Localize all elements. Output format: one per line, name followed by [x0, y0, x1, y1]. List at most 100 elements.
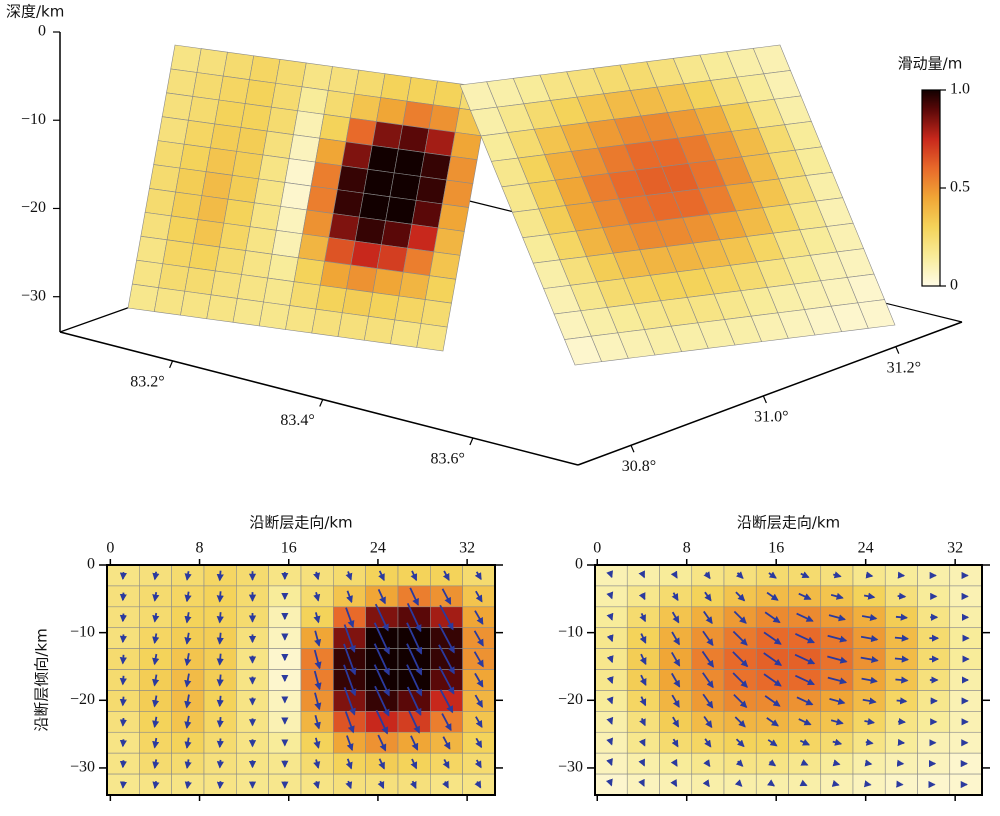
- slip-cell-3d: [319, 261, 352, 290]
- slip-arrow: [895, 613, 908, 621]
- slip-arrow: [829, 697, 846, 705]
- slip-cell-3d: [380, 73, 412, 102]
- slip-arrow: [799, 738, 811, 746]
- slip-arrow: [764, 695, 781, 707]
- slip-arrow: [410, 570, 418, 582]
- slip-cell-3d: [389, 172, 421, 201]
- slip-arrow: [732, 672, 748, 688]
- slip-arrow: [606, 655, 614, 664]
- colorbar-title: 滑动量/m: [898, 55, 963, 73]
- slip-arrow: [702, 693, 714, 709]
- slip-arrow: [152, 674, 160, 687]
- slip-arrow: [152, 737, 160, 749]
- slip-arrow: [671, 652, 681, 667]
- slip-arrow: [860, 635, 879, 643]
- slip-arrow: [861, 676, 878, 684]
- slip-arrow: [863, 592, 876, 600]
- slip-cell-3d: [210, 123, 242, 152]
- y-tick-label: −30: [70, 759, 95, 776]
- slip-arrow: [442, 736, 451, 750]
- slip-cell-3d: [240, 103, 272, 132]
- slip-arrow: [733, 694, 748, 709]
- slip-cell-3d: [346, 264, 378, 293]
- slip-arrow: [474, 759, 482, 769]
- slip-arrow: [374, 685, 390, 717]
- slip-cell-3d: [310, 161, 343, 190]
- slip-arrow: [314, 692, 322, 711]
- slip-arrow: [377, 734, 387, 752]
- slip-arrow: [152, 612, 160, 623]
- slip-cell-3d: [192, 219, 225, 248]
- slip-arrow: [343, 687, 356, 716]
- slip-arrow: [862, 697, 877, 705]
- slip-arrow: [406, 603, 422, 633]
- slip-cell-3d: [354, 69, 386, 98]
- slip-arrow: [671, 694, 680, 708]
- slip-arrow: [702, 630, 714, 647]
- slip-arrow: [313, 737, 321, 749]
- slip-cell-3d: [127, 283, 159, 312]
- slip-arrow: [832, 738, 843, 746]
- x-tick: [169, 360, 174, 369]
- slip-cell-3d: [280, 182, 312, 211]
- slip-cell-3d: [407, 223, 439, 253]
- slip-cell-3d: [210, 270, 242, 299]
- slip-arrow: [343, 643, 357, 676]
- slip-cell-3d: [218, 75, 250, 104]
- slip-arrow: [152, 633, 160, 645]
- slip-arrow: [378, 758, 385, 770]
- y-axis: [577, 321, 963, 466]
- y-tick-label: −20: [70, 691, 95, 708]
- x-tick-label: 83.2°: [130, 374, 164, 391]
- slip-arrow: [704, 591, 712, 602]
- slip-arrow: [735, 571, 744, 579]
- slip-arrow: [410, 758, 418, 770]
- slip-arrow: [606, 612, 614, 621]
- slip-cell-3d: [345, 117, 377, 146]
- slip-cell-3d: [219, 222, 251, 251]
- slip-cell-3d: [267, 253, 299, 283]
- slip-cell-3d: [359, 192, 391, 222]
- slip-arrow: [605, 778, 613, 787]
- slip-cell-3d: [262, 130, 294, 159]
- colorbar-tick-label: 0: [950, 277, 958, 294]
- slip-cell-3d: [450, 131, 482, 161]
- y-tick-label: −20: [558, 691, 583, 708]
- slip-arrow: [438, 644, 455, 675]
- slip-arrow: [313, 781, 320, 789]
- slip-arrow: [606, 591, 614, 600]
- slip-arrow: [768, 571, 777, 579]
- slip-cell-3d: [175, 167, 207, 196]
- slip-cell-3d: [197, 195, 229, 224]
- y-tick-label: 0: [87, 556, 95, 573]
- slip-arrow: [606, 737, 614, 746]
- x-tick-label: 24: [370, 540, 386, 557]
- slip-arrow: [703, 610, 713, 625]
- slip-cell-3d: [402, 247, 435, 277]
- slip-arrow: [119, 675, 127, 686]
- x-axis: [59, 331, 579, 466]
- slip-cell-3d: [429, 251, 461, 280]
- slip-arrow: [798, 718, 812, 726]
- slip-arrow: [184, 737, 192, 749]
- slip-cell-3d: [289, 281, 321, 310]
- slip-arrow: [735, 759, 744, 767]
- slip-arrow: [439, 604, 454, 631]
- slip-arrow: [184, 715, 192, 729]
- slip-arrow: [184, 759, 192, 770]
- slip-arrow: [152, 759, 160, 770]
- y-tick: [630, 445, 635, 453]
- slip-cell-3d: [170, 191, 203, 220]
- slip-arrow: [216, 674, 224, 687]
- slip-arrow: [442, 759, 450, 769]
- slip-arrow: [734, 716, 746, 728]
- slip-arrow: [701, 650, 714, 668]
- slip-cell-3d: [446, 155, 478, 184]
- slip-arrow: [438, 623, 455, 654]
- slip-arrow: [184, 612, 192, 624]
- slip-arrow: [865, 571, 874, 579]
- slip-arrow: [184, 571, 192, 581]
- slip-arrow: [119, 654, 127, 665]
- slip-arrow: [865, 738, 874, 746]
- slip-cell-3d: [315, 284, 347, 314]
